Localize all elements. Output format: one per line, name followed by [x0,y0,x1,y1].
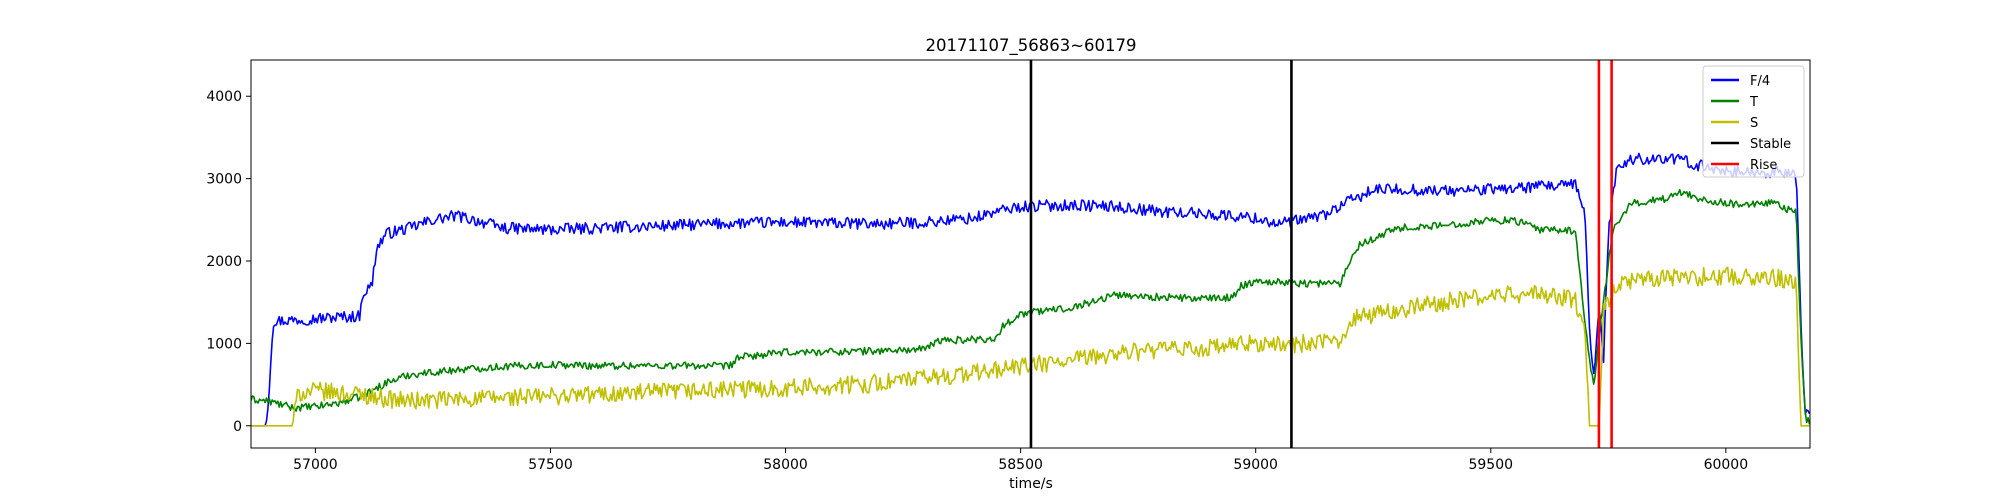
legend: F/4 TS Stable Rise [1702,65,1805,178]
y-tick-label: 3000 [206,172,242,188]
plot-frame [250,59,1811,449]
y-tick-label: 4000 [206,89,242,105]
x-tick-label: 60000 [1704,457,1749,473]
legend-item: S [1711,116,1758,131]
x-tick-label: 58000 [763,457,808,473]
legend-item: Rise [1711,158,1777,173]
x-tick-label: 59500 [1468,457,1513,473]
legend-item: F/4 [1711,74,1770,89]
x-tick-label: 57500 [528,457,573,473]
legend-label: F/4 [1750,74,1770,89]
y-tick-label: 1000 [206,336,242,352]
x-tick-label: 58500 [998,457,1043,473]
vline-layer [1029,60,1613,448]
legend-label: Rise [1750,158,1777,173]
y-tick-label: 2000 [206,254,242,270]
x-axis-label: time/s [1009,476,1053,492]
x-tick-label: 57000 [293,457,338,473]
x-tick-label: 59000 [1233,457,1278,473]
legend-box [1702,65,1805,178]
legend-item: T [1711,95,1758,110]
chart-title: 20171107_56863~60179 [925,36,1136,56]
legend-label: S [1750,116,1758,131]
legend-label: Stable [1750,137,1791,152]
legend-label: T [1749,95,1758,110]
y-axis: 0 1000 2000 3000 4000 [206,89,251,435]
legend-item: Stable [1711,137,1791,152]
y-tick-label: 0 [233,419,242,435]
x-axis: 57000 57500 58000 58500 59000 59500 60000 [293,448,1748,473]
